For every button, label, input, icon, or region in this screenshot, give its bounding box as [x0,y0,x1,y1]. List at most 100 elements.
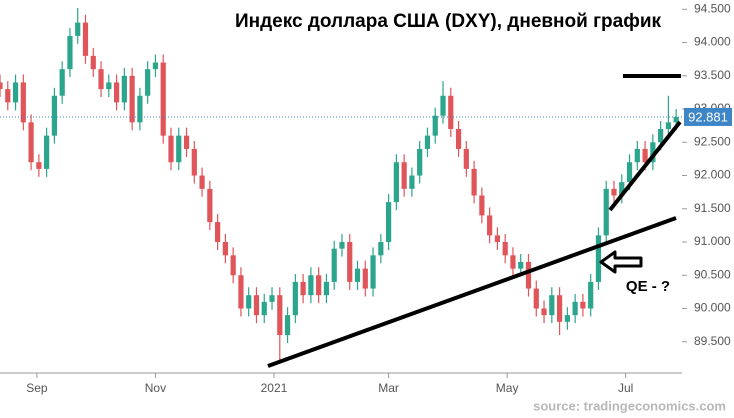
candle-body [455,128,462,149]
candle-body [479,195,485,216]
candle-body [370,255,376,289]
candle-body [424,135,431,149]
candle-body [269,295,275,302]
candle-body [0,82,3,90]
candle-body [525,261,532,289]
candle-body [36,162,42,169]
candle-body [160,62,166,136]
candle-body [145,69,151,96]
candle-body [230,255,236,276]
x-tick-label: Mar [378,381,399,395]
candle-body [502,242,508,256]
candle-body [619,182,625,196]
candle-body [510,255,516,269]
candle-body [67,35,73,70]
last-value-box [684,107,732,126]
candle-body [90,55,96,70]
candle-body [409,175,415,189]
y-tick-label: 90.000 [694,301,731,315]
y-tick-label: 94.500 [694,1,731,15]
candle-body [113,82,120,103]
candle-body [626,162,633,183]
candle-body [386,202,392,243]
candle-body [564,315,570,322]
candle-body [673,117,679,123]
candle-body [238,275,244,309]
candle-body [658,128,664,143]
candle-body [354,268,361,282]
candle-body [222,242,228,256]
candle-body [448,95,454,129]
candle-body [440,95,446,116]
y-tick-label: 89.500 [694,334,731,348]
candle-body [323,281,330,296]
candle-body [168,135,174,163]
x-tick-label: May [496,381,519,395]
candle-body [98,69,104,90]
x-tick-label: 2021 [261,381,288,395]
candle-body [106,82,112,90]
candle-body [316,275,322,296]
candle-body [432,115,438,136]
candle-body [284,315,291,336]
x-tick-label: Nov [145,381,166,395]
plot [0,7,679,362]
candle-body [137,95,143,123]
candle-body [572,301,578,316]
candle-body [494,235,501,243]
candle-body [331,248,337,282]
arrow [599,250,643,274]
candle-body [642,148,648,163]
candle-body [595,235,602,282]
candle-body [665,122,671,129]
candle-body [347,242,353,282]
candle-body [300,281,306,296]
candle-body [580,301,586,309]
candle-body [215,222,221,243]
candle-body [183,135,190,149]
y-tick-label: 92.000 [694,168,731,182]
candle-body [82,22,89,56]
candle-body [541,308,547,316]
candle-body [207,188,213,223]
source: source: tradingeconomics.com [533,398,726,413]
candle-body [51,95,58,136]
trend-line [267,216,677,368]
x-tick-label: Sep [26,381,48,395]
candle-body [588,281,594,309]
candle-body [191,148,197,176]
candle-body [378,242,384,256]
candle-body [261,301,267,316]
candle-body [471,168,477,196]
candle-body [20,82,26,123]
candle-body [603,188,609,236]
candle-body [634,148,640,163]
y-tick-label: 90.500 [694,267,731,281]
candle-body [28,122,34,163]
candle-body [176,135,182,163]
candle-body [393,162,399,203]
candle-body [308,275,314,296]
y-tick-label: 91.000 [694,234,731,248]
candle-body [44,135,50,169]
last-value-label: 92.881 [688,109,728,124]
candle-body [59,69,65,96]
candle-body [75,22,81,36]
candle-body [463,148,469,169]
candle-body [152,62,159,70]
y-tick-label: 93.500 [694,68,731,82]
candle-body [129,75,135,123]
annotation: QE - ? [626,278,670,295]
candle-body [253,295,260,316]
y-tick-label: 92.500 [694,134,731,148]
candle-body [339,242,345,249]
candle-body [611,188,617,196]
candle-body [12,82,19,103]
candle-body [533,288,539,309]
candle-body [650,142,656,163]
y-tick-label: 91.500 [694,201,731,215]
y-tick-label: 94.000 [694,35,731,49]
candle-body [401,162,407,189]
